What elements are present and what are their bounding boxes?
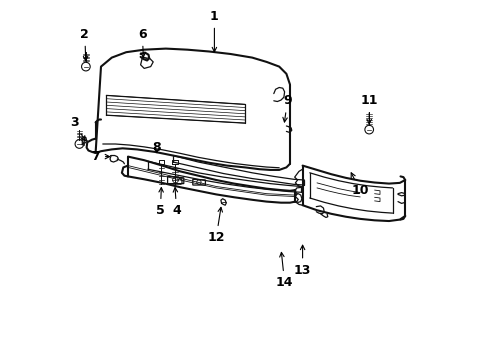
Text: 3: 3 <box>70 116 85 140</box>
Text: 5: 5 <box>156 188 165 217</box>
Text: 7: 7 <box>91 150 110 163</box>
Text: 13: 13 <box>294 245 311 276</box>
Text: 6: 6 <box>138 28 147 57</box>
Text: 1: 1 <box>210 10 219 52</box>
Text: 4: 4 <box>172 188 181 217</box>
Text: 8: 8 <box>152 141 161 154</box>
Text: 10: 10 <box>351 173 369 197</box>
Text: 14: 14 <box>276 252 294 289</box>
Text: 11: 11 <box>361 94 378 124</box>
Text: 9: 9 <box>283 94 292 122</box>
Text: 12: 12 <box>207 207 225 244</box>
Text: 2: 2 <box>80 28 89 61</box>
